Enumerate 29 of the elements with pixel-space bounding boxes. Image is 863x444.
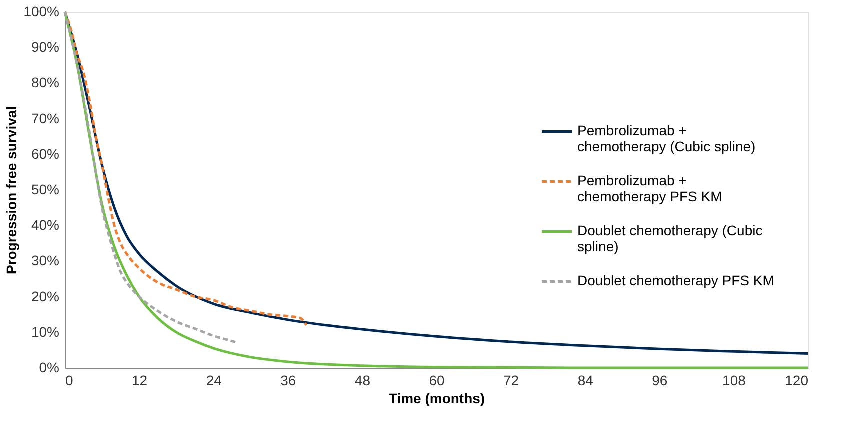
x-tick-label: 12	[132, 372, 148, 388]
legend-label: Doublet chemotherapy (Cubic spline)	[578, 222, 763, 255]
x-tick-label: 48	[354, 372, 371, 388]
y-tick-label: 70%	[31, 110, 60, 126]
y-tick-label: 90%	[31, 39, 60, 56]
x-tick-label: 72	[504, 372, 520, 388]
x-tick-label: 60	[429, 372, 445, 388]
y-tick-label: 50%	[31, 182, 60, 198]
line-series	[64, 10, 308, 327]
y-tick-label: 80%	[31, 74, 60, 91]
x-tick-label: 0	[66, 372, 74, 388]
x-tick-label: 36	[280, 372, 296, 388]
legend-label: Doublet chemotherapy PFS KM	[578, 272, 774, 289]
x-tick-label: 84	[578, 372, 594, 388]
y-tick-label: 0%	[39, 360, 60, 376]
y-tick-label: 100%	[24, 4, 60, 20]
y-axis-title: Progression free survival	[4, 106, 20, 275]
x-tick-label: 24	[206, 372, 222, 388]
x-tick-label: 120	[785, 372, 809, 388]
y-tick-label: 10%	[31, 324, 60, 340]
legend-label: Pembrolizumab + chemotherapy PFS KM	[578, 172, 722, 205]
legend-label: Pembrolizumab + chemotherapy (Cubic spline)	[578, 122, 756, 155]
y-tick-label: 30%	[31, 252, 60, 269]
x-tick-label: 108	[722, 372, 746, 388]
x-tick-label: 96	[652, 372, 668, 388]
y-tick-label: 20%	[31, 288, 60, 304]
y-tick-label: 40%	[31, 217, 60, 234]
x-axis-title: Time (months)	[388, 390, 486, 406]
y-tick-label: 60%	[31, 146, 60, 162]
